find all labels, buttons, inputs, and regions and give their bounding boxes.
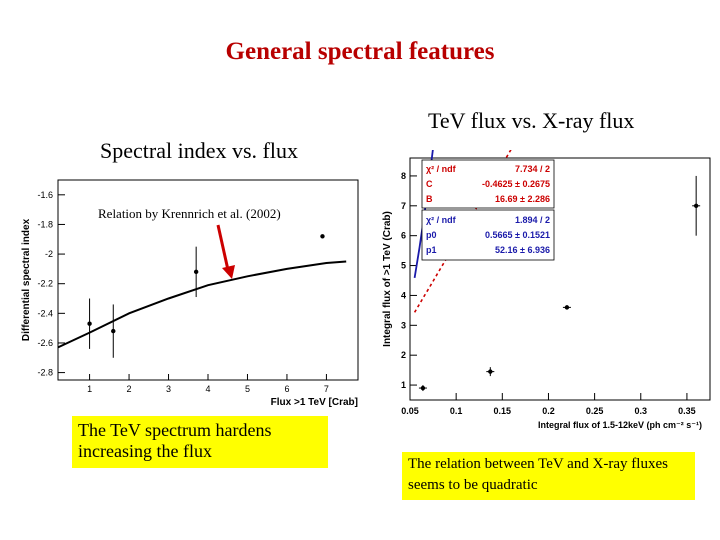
x-tick-label: 0.15 <box>494 406 512 416</box>
x-tick-label: 6 <box>284 384 289 394</box>
x-tick-label: 2 <box>127 384 132 394</box>
y-tick-label: -2.8 <box>37 368 53 378</box>
linear-stats-box <box>421 209 555 261</box>
y-tick-label: 3 <box>401 320 406 330</box>
annotation-arrow <box>216 224 230 271</box>
y-tick-label: 2 <box>401 350 406 360</box>
left-chart-heading: Spectral index vs. flux <box>100 138 298 163</box>
data-point <box>87 321 92 326</box>
tev-vs-xray-chart: 0.05 0.1 0.15 0.2 0.25 0.3 0.35 1 2 3 4 5 6 7 8 Integra… <box>382 150 711 430</box>
x-tick-label: 0.1 <box>450 406 463 416</box>
x-tick-label: 5 <box>245 384 250 394</box>
y-tick-label: -2.4 <box>37 308 53 318</box>
y-tick-label: -2.2 <box>37 279 53 289</box>
x-tick-label: 0.25 <box>586 406 604 416</box>
y-tick-label: -1.8 <box>37 219 53 229</box>
stats-value: 7.734 / 2 <box>515 164 550 174</box>
stats-label: C <box>426 179 433 189</box>
stats-label: χ² / ndf <box>426 164 457 174</box>
y-tick-label: -2.6 <box>37 338 53 348</box>
stats-value: 52.16 ± 6.936 <box>495 245 550 255</box>
data-point <box>420 385 426 391</box>
data-point <box>564 305 570 310</box>
spectral-index-chart: 1 2 3 4 5 6 7 -1.6 -1.8 -2 -2.2 -2.4 -2.6 -2.8 Flux >1… <box>21 179 359 408</box>
x-tick-label: 0.05 <box>401 406 419 416</box>
x-axis-label: Integral flux of 1.5-12keV (ph cm⁻² s⁻¹) <box>538 420 702 430</box>
y-axis-label: Differential spectral index <box>21 218 32 341</box>
y-tick-label: 7 <box>401 201 406 211</box>
x-tick-label: 4 <box>205 384 210 394</box>
y-axis-label: Integral flux of >1 TeV (Crab) <box>382 211 393 347</box>
data-point <box>693 203 699 209</box>
x-axis-label: Flux >1 TeV [Crab] <box>271 397 358 408</box>
y-tick-label: 8 <box>401 171 406 181</box>
fit-curve <box>57 260 347 349</box>
krennrich-annotation: Relation by Krennrich et al. (2002) <box>98 206 281 221</box>
y-tick-label: -1.6 <box>37 190 53 200</box>
x-tick-label: 1 <box>87 384 92 394</box>
annotation-arrowhead <box>222 265 235 279</box>
x-tick-label: 0.3 <box>635 406 648 416</box>
stats-label: χ² / ndf <box>426 215 457 225</box>
stats-value: -0.4625 ± 0.2675 <box>482 179 550 189</box>
slide-title: General spectral features <box>225 38 495 65</box>
stats-value: 0.5665 ± 0.1521 <box>485 230 550 240</box>
data-point <box>111 328 116 334</box>
data-point <box>193 269 199 275</box>
right-chart-heading: TeV flux vs. X-ray flux <box>428 108 635 133</box>
left-note-box: The TeV spectrum hardens increasing the … <box>72 416 328 468</box>
data-point <box>488 369 493 374</box>
y-tick-label: -2 <box>45 249 53 259</box>
right-note-box: The relation between TeV and X-ray fluxe… <box>402 452 695 500</box>
stats-value: 16.69 ± 2.286 <box>495 194 550 204</box>
y-tick-label: 4 <box>401 290 406 300</box>
y-tick-label: 1 <box>401 380 406 390</box>
x-tick-label: 0.35 <box>678 406 696 416</box>
plot-frame <box>57 179 359 381</box>
data-point <box>320 234 325 239</box>
stats-label: p0 <box>426 230 437 240</box>
stats-label: p1 <box>426 245 437 255</box>
x-tick-label: 0.2 <box>542 406 555 416</box>
x-tick-label: 7 <box>324 384 329 394</box>
quadratic-stats-box <box>421 159 555 209</box>
y-tick-label: 6 <box>401 231 406 241</box>
stats-label: B <box>426 194 433 204</box>
stats-value: 1.894 / 2 <box>515 215 550 225</box>
x-tick-label: 3 <box>166 384 171 394</box>
y-tick-label: 5 <box>401 261 406 271</box>
